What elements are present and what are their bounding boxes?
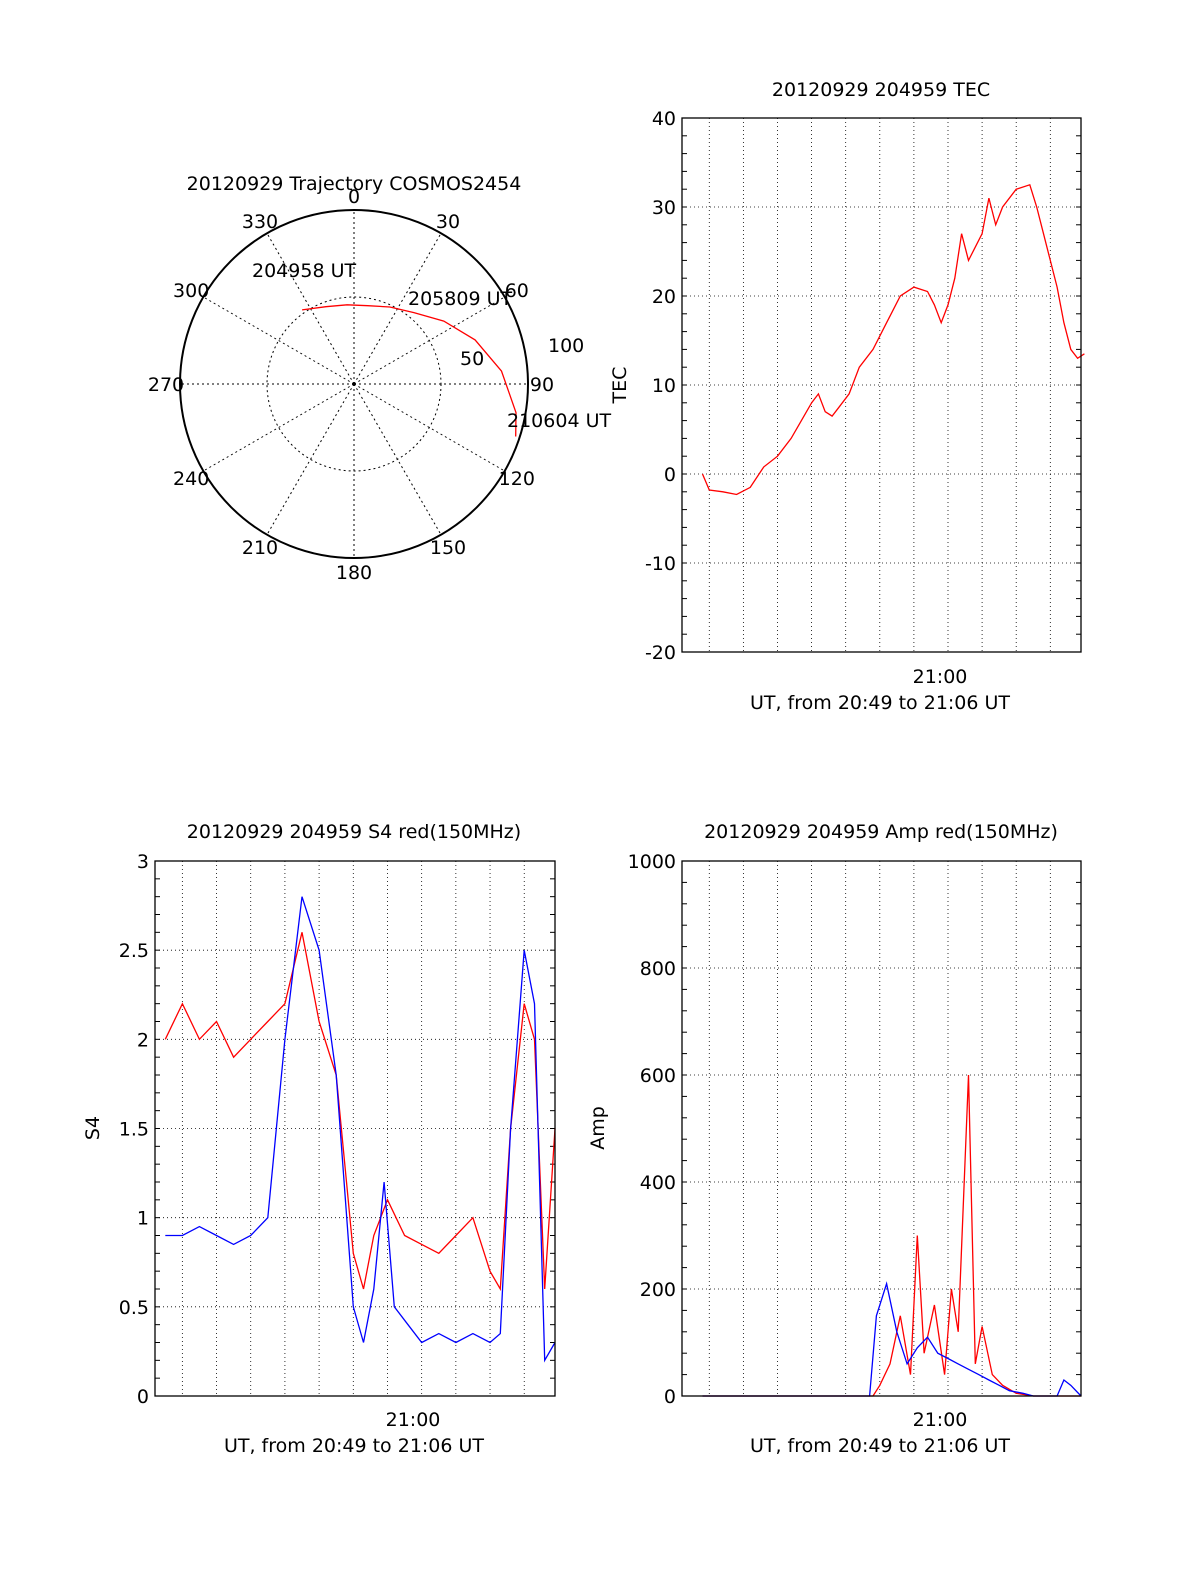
polar-spoke [353,383,505,472]
polar-azimuth-label: 120 [499,468,535,490]
amp-xlabel: UT, from 20:49 to 21:06 UT [750,1435,1010,1457]
plot-frame [681,117,1082,653]
polar-spoke [266,383,355,535]
polar-elevation-label-50: 50 [460,348,484,370]
polar-azimuth-label: 330 [242,211,278,233]
polar-outer-circle [179,209,529,559]
polar-azimuth-label: 270 [148,374,184,396]
series-line-0 [702,1074,1081,1397]
y-tick-label: 800 [640,958,676,980]
y-tick-label: 40 [652,108,676,130]
s4-xlabel: UT, from 20:49 to 21:06 UT [224,1435,484,1457]
amp-title: 20120929 204959 Amp red(150MHz) [704,821,1058,843]
polar-azimuth-label: 90 [530,374,554,396]
y-tick-label: 0 [664,1386,676,1408]
polar-spoke [203,383,355,472]
polar-azimuth-label: 30 [436,211,460,233]
polar-panel: 20120929 Trajectory COSMOS2454 0 30 60 90 12… [148,173,612,584]
tec-xlabel: UT, from 20:49 to 21:06 UT [750,692,1010,714]
polar-annotation-mid: 205809 UT [408,288,512,310]
s4-panel: 20120929 204959 S4 red(150MHz) 0 0.5 1 1.5 2… [82,821,556,1457]
polar-azimuth-label: 150 [430,537,466,559]
y-tick-label: 3 [137,851,149,873]
series-line-1 [702,1281,1082,1397]
y-tick-label: 0.5 [119,1297,149,1319]
y-tick-label: 20 [652,286,676,308]
y-tick-label: 1.5 [119,1119,149,1141]
polar-annotation-start: 204958 UT [252,260,356,282]
s4-plot: 0 0.5 1 1.5 2 2.5 3 [119,851,556,1408]
polar-azimuth-labels: 0 30 60 90 120 150 180 210 240 270 300 330 [148,186,554,584]
tec-xtick-label: 21:00 [913,666,968,688]
s4-xtick-label: 21:00 [386,1409,441,1431]
polar-azimuth-label: 0 [348,186,360,208]
s4-title: 20120929 204959 S4 red(150MHz) [187,821,521,843]
polar-azimuth-label: 240 [173,468,209,490]
y-tick-label: 600 [640,1065,676,1087]
polar-azimuth-label: 210 [242,537,278,559]
polar-azimuth-label: 180 [336,562,372,584]
polar-spoke [203,296,355,385]
y-tick-label: 1 [137,1208,149,1230]
series-line-1 [165,896,556,1363]
y-tick-label: 0 [664,464,676,486]
tec-panel: 20120929 204959 TEC -20 -10 0 10 20 30 40 21:0… [609,79,1085,714]
tec-ylabel: TEC [609,367,631,405]
y-tick-label: 200 [640,1279,676,1301]
polar-annotation-end: 210604 UT [507,410,611,432]
tec-plot: -20 -10 0 10 20 30 40 [645,108,1085,664]
y-tick-label: 10 [652,375,676,397]
polar-spoke [353,296,505,385]
tec-title: 20120929 204959 TEC [772,79,990,101]
y-tick-label: 1000 [628,851,676,873]
amp-panel: 20120929 204959 Amp red(150MHz) 0 200 400 6… [587,821,1082,1457]
polar-elevation-label-100: 100 [548,335,584,357]
polar-spoke [353,383,442,535]
y-tick-label: -10 [645,553,676,575]
amp-plot: 0 200 400 600 800 1000 [628,851,1082,1408]
y-tick-label: 2 [137,1029,149,1051]
amp-ylabel: Amp [587,1106,609,1150]
plot-frame [154,860,556,1397]
series-line-0 [164,932,556,1292]
amp-xtick-label: 21:00 [913,1409,968,1431]
series-line-0 [701,183,1085,496]
y-tick-label: -20 [645,642,676,664]
polar-azimuth-label: 60 [505,280,529,302]
polar-trajectory [302,304,517,437]
polar-title: 20120929 Trajectory COSMOS2454 [187,173,522,195]
y-tick-label: 2.5 [119,940,149,962]
s4-ylabel: S4 [82,1116,104,1140]
y-tick-label: 0 [137,1386,149,1408]
y-tick-label: 400 [640,1172,676,1194]
y-tick-label: 30 [652,197,676,219]
plot-frame [681,860,1082,1397]
polar-azimuth-label: 300 [173,280,209,302]
